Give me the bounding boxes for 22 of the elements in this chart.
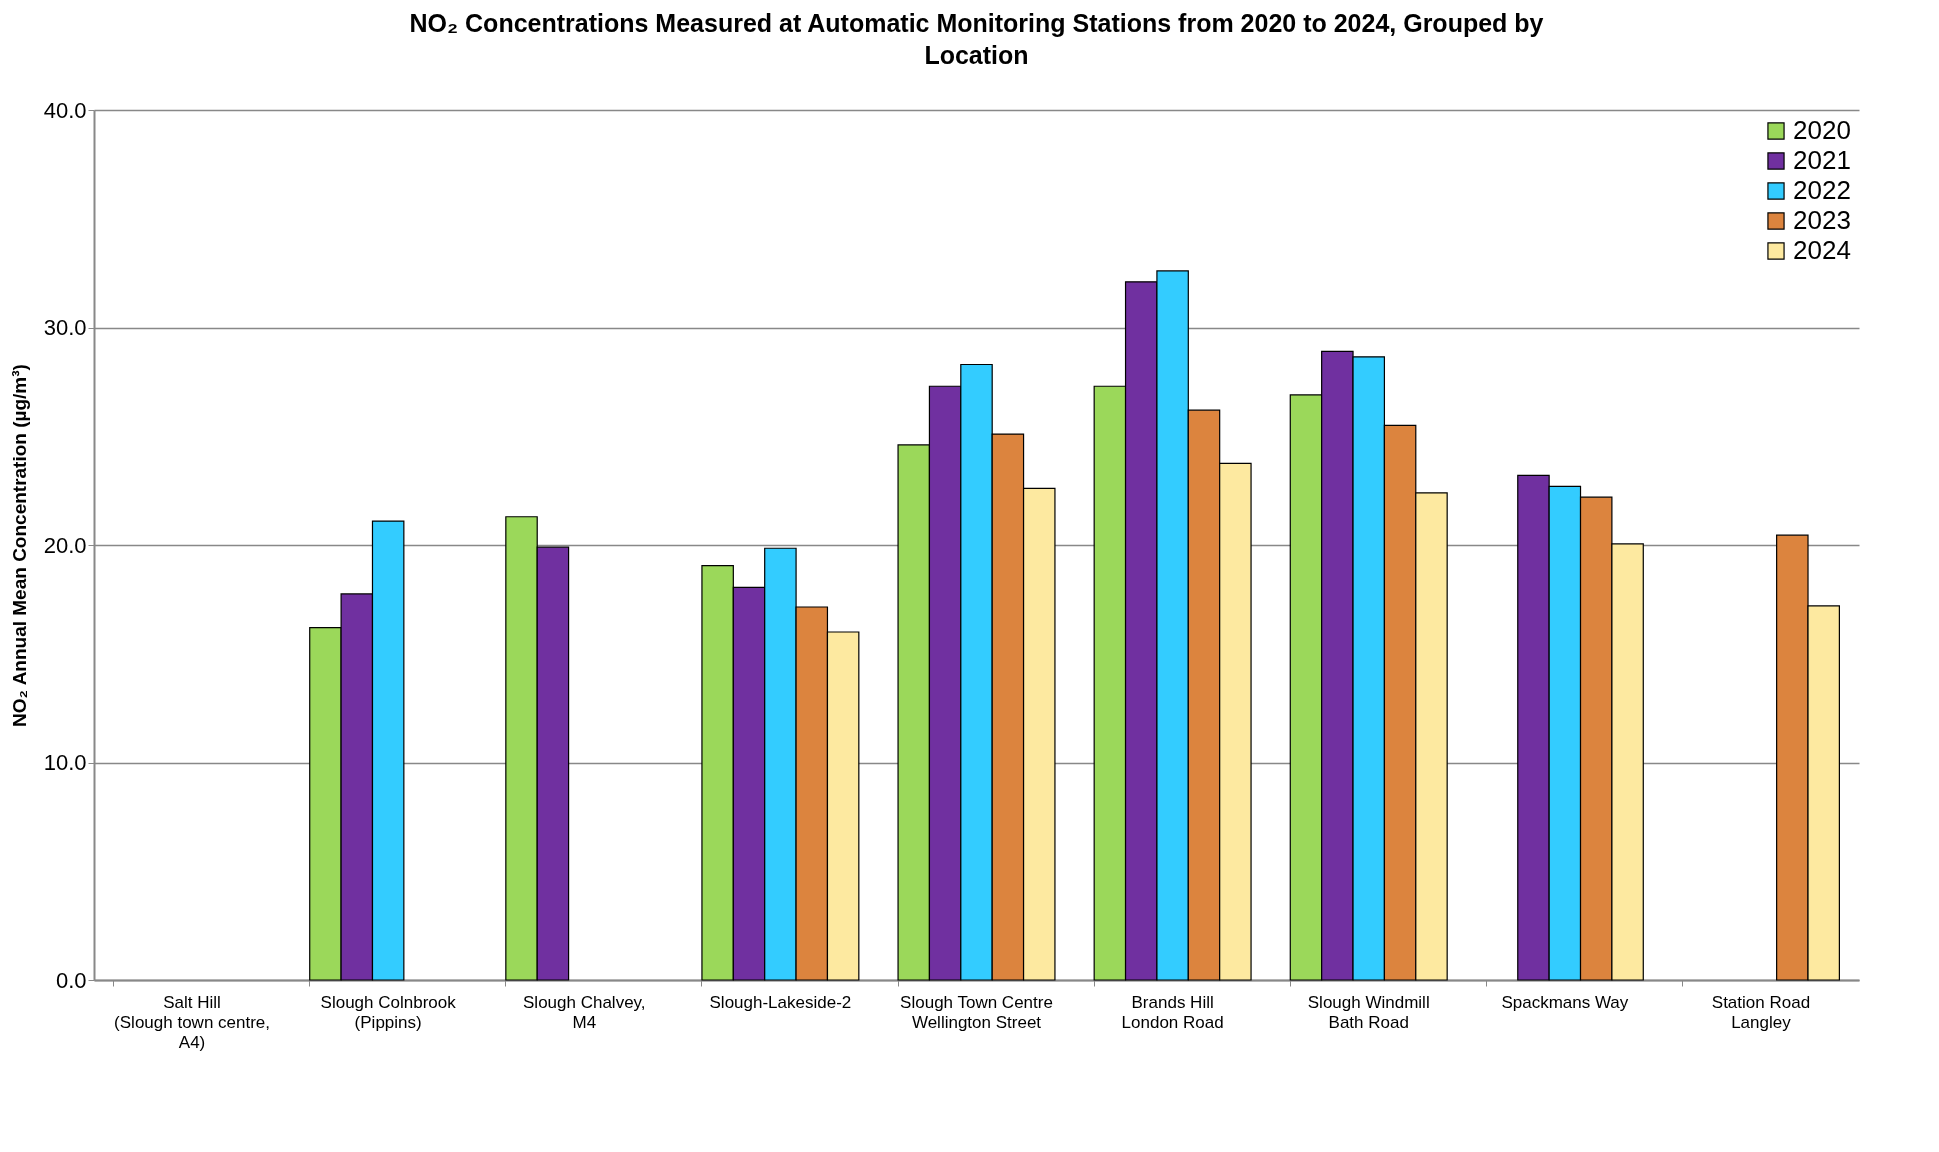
y-tick-label: 20.0: [43, 532, 87, 558]
x-tick-label: Slough Chalvey, M4: [523, 992, 646, 1032]
x-tick-label: Spackmans Way: [1501, 992, 1629, 1012]
x-tick-label: Station Road Langley: [1711, 992, 1811, 1032]
x-tick-label: Slough Windmill Bath Road: [1307, 992, 1430, 1032]
y-tick-label: 10.0: [43, 750, 87, 775]
y-tick-label: 0.0: [55, 967, 87, 993]
y-tick-label: 40.0: [43, 97, 87, 123]
y-tick-label: 30.0: [43, 315, 87, 340]
x-tick-label: Salt Hill (Slough town centre, A4): [114, 992, 271, 1052]
x-tick-label: Slough-Lakeside-2: [709, 992, 852, 1012]
y-axis-title: NO₂ Annual Mean Concentration (µg/m³): [8, 364, 30, 727]
x-tick-label: Slough Colnbrook (Pippins): [320, 992, 457, 1032]
text: Location: [924, 41, 1029, 69]
text: NO₂ Concentrations Measured at Automatic Monitoring Stations from 2020 to 2024, Grouped by: [409, 9, 1544, 37]
legend-label: 2024: [1793, 235, 1851, 265]
legend-label: 2022: [1793, 175, 1851, 205]
legend-label: 2023: [1793, 205, 1851, 235]
legend-label: 2020: [1793, 115, 1851, 145]
x-tick-label: Slough Town Centre Wellington Street: [900, 992, 1053, 1032]
x-tick-label: Brands Hill London Road: [1121, 992, 1224, 1032]
legend-label: 2021: [1793, 145, 1851, 175]
